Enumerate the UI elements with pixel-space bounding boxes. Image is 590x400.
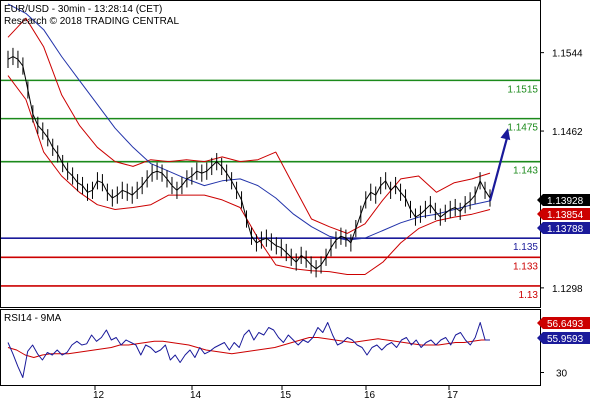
- y-tick-label: 1.1544: [552, 49, 583, 60]
- level-lines: 1.1515 1.1475 1.143 1.135 1.133 1.13: [1, 79, 540, 301]
- y-tick-label: 1.1298: [552, 284, 583, 295]
- price-tag: [537, 222, 590, 234]
- bollinger-upper-line: [7, 17, 491, 234]
- forecast-arrow-line: [488, 133, 510, 202]
- level-label: 1.133: [513, 261, 538, 272]
- rsi-indicator: [7, 322, 490, 378]
- level-label: 1.1475: [507, 123, 538, 134]
- price-tags: 1.13928 1.13854 1.13788 56.6493 55.9593: [537, 194, 590, 345]
- rsi-tag: [537, 332, 590, 344]
- moving-average: [7, 3, 491, 241]
- price-series: [7, 47, 491, 278]
- chart-subtitle: Research © 2018 TRADING CENTRAL: [4, 16, 179, 27]
- bollinger-bands: [7, 17, 491, 275]
- price-tag-label: 1.13788: [547, 224, 584, 235]
- forecast-arrow-head: [500, 128, 511, 141]
- main-panel-frame: [0, 0, 541, 308]
- level-label: 1.13: [519, 290, 539, 301]
- price-tag: [537, 208, 590, 220]
- rsi-ma-line: [7, 337, 490, 358]
- price-tag: [537, 194, 590, 206]
- rsi-tag-label: 56.6493: [547, 319, 584, 330]
- axes-labels: 12 14 15 16 17 1.1544 1.1462 1.1298 30: [93, 49, 583, 400]
- x-tick-label: 14: [190, 390, 202, 400]
- bollinger-lower-line: [7, 75, 491, 275]
- rsi-tick-label: 30: [556, 369, 568, 380]
- rsi-tag: [537, 317, 590, 329]
- level-label: 1.143: [513, 166, 538, 177]
- forecast-arrow: [488, 128, 511, 202]
- moving-average-line: [7, 3, 491, 241]
- indicator-panel-frame: [0, 309, 541, 386]
- x-tick-label: 17: [447, 390, 459, 400]
- price-line: [7, 56, 491, 270]
- chart-title: EUR/USD - 30min - 13:28:14 (CET): [4, 4, 162, 15]
- level-label: 1.135: [513, 242, 538, 253]
- x-tick-label: 15: [280, 390, 292, 400]
- indicator-title: RSI14 - 9MA: [4, 313, 62, 324]
- rsi-line: [7, 322, 490, 378]
- x-tick-label: 16: [364, 390, 376, 400]
- price-tag-label: 1.13854: [547, 210, 584, 221]
- x-tick-label: 12: [93, 390, 105, 400]
- rsi-tag-label: 55.9593: [547, 334, 584, 345]
- price-tag-label: 1.13928: [547, 196, 584, 207]
- level-label: 1.1515: [507, 84, 538, 95]
- y-tick-label: 1.1462: [552, 127, 583, 138]
